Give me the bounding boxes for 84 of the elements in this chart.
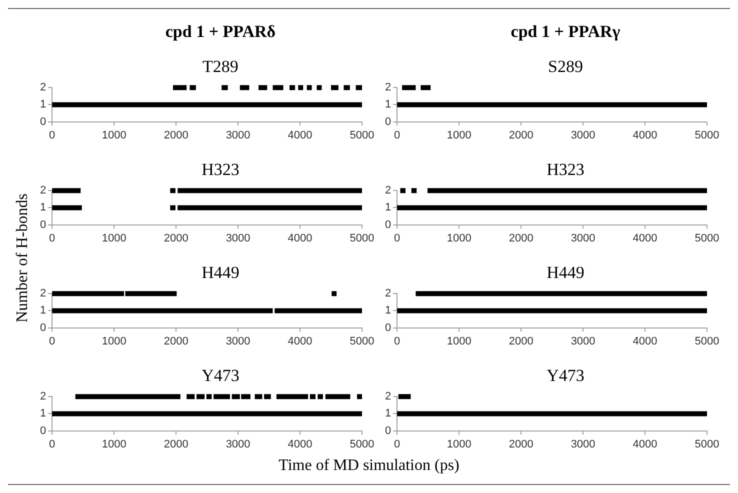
x-tick-label: 3000 bbox=[570, 129, 596, 142]
y-tick-label: 0 bbox=[384, 322, 392, 334]
y-tick-label: 1 bbox=[40, 304, 46, 317]
y-tick-label: 2 bbox=[384, 390, 392, 403]
x-tick-label: 0 bbox=[394, 129, 400, 142]
x-tick-label: 5000 bbox=[694, 129, 720, 142]
y-tick-label: 1 bbox=[384, 304, 392, 317]
y-tick-label: 1 bbox=[384, 98, 392, 111]
x-tick-label: 2000 bbox=[508, 129, 534, 142]
y-tick-label: 1 bbox=[40, 202, 46, 214]
x-tick-label: 0 bbox=[49, 232, 56, 244]
x-tick-label: 4000 bbox=[288, 232, 312, 244]
x-tick-label: 4000 bbox=[632, 129, 658, 142]
x-tick-label: 0 bbox=[49, 438, 56, 450]
y-tick-label: 1 bbox=[384, 408, 392, 420]
x-tick-label: 2000 bbox=[508, 438, 534, 450]
y-tick-label: 0 bbox=[40, 116, 46, 128]
y-tick-label: 0 bbox=[384, 424, 392, 437]
x-tick-label: 0 bbox=[49, 129, 56, 142]
x-tick-label: 4000 bbox=[632, 335, 658, 348]
x-tick-label: 0 bbox=[49, 335, 56, 348]
chart-title: H323 bbox=[200, 159, 240, 181]
x-tick-label: 3000 bbox=[226, 438, 250, 450]
chart-title: H449 bbox=[546, 262, 586, 284]
x-tick-label: 3000 bbox=[226, 232, 250, 244]
x-tick-label: 4000 bbox=[288, 438, 312, 450]
y-tick-label: 2 bbox=[40, 390, 46, 403]
x-tick-label: 4000 bbox=[288, 129, 312, 142]
x-tick-label: 5000 bbox=[694, 438, 720, 450]
y-tick-label: 0 bbox=[40, 424, 46, 437]
y-tick-label: 0 bbox=[40, 218, 46, 231]
chart-title: Y473 bbox=[546, 365, 586, 387]
x-tick-label: 5000 bbox=[350, 335, 374, 348]
chart-title: H449 bbox=[200, 262, 240, 284]
y-tick-label: 1 bbox=[40, 98, 46, 111]
x-tick-label: 1000 bbox=[446, 129, 472, 142]
y-tick-label: 0 bbox=[40, 322, 46, 334]
x-tick-label: 5000 bbox=[694, 335, 720, 348]
y-tick-label: 2 bbox=[40, 82, 46, 94]
x-axis-title: Time of MD simulation (ps) bbox=[278, 457, 460, 475]
x-tick-label: 3000 bbox=[226, 335, 250, 348]
x-tick-label: 4000 bbox=[632, 232, 658, 244]
chart-title: cpd 1 + PPARδ bbox=[164, 21, 277, 43]
x-tick-label: 1000 bbox=[446, 232, 472, 244]
x-tick-label: 4000 bbox=[632, 438, 658, 450]
x-tick-label: 1000 bbox=[446, 438, 472, 450]
y-tick-label: 0 bbox=[384, 116, 392, 128]
y-tick-label: 1 bbox=[384, 202, 392, 214]
x-tick-label: 5000 bbox=[350, 232, 374, 244]
x-tick-label: 2000 bbox=[508, 335, 534, 348]
x-tick-label: 2000 bbox=[164, 129, 188, 142]
x-tick-label: 0 bbox=[394, 232, 400, 244]
x-tick-label: 5000 bbox=[694, 232, 720, 244]
x-tick-label: 1000 bbox=[102, 232, 126, 244]
x-tick-label: 2000 bbox=[164, 438, 188, 450]
x-tick-label: 1000 bbox=[102, 129, 126, 142]
y-tick-label: 1 bbox=[40, 408, 46, 420]
x-tick-label: 4000 bbox=[288, 335, 312, 348]
chart-subtitle: T289 bbox=[202, 56, 240, 78]
x-tick-label: 1000 bbox=[102, 438, 126, 450]
x-tick-label: 2000 bbox=[508, 232, 534, 244]
x-tick-label: 1000 bbox=[446, 335, 472, 348]
chart-title: cpd 1 + PPARγ bbox=[510, 21, 622, 43]
x-tick-label: 5000 bbox=[350, 438, 374, 450]
y-tick-label: 0 bbox=[384, 218, 392, 231]
y-axis-title: Number of H-bonds bbox=[14, 192, 32, 324]
y-tick-label: 2 bbox=[40, 288, 46, 300]
x-tick-label: 3000 bbox=[570, 232, 596, 244]
x-tick-label: 2000 bbox=[164, 335, 188, 348]
y-tick-label: 2 bbox=[384, 288, 392, 300]
x-tick-label: 1000 bbox=[102, 335, 126, 348]
chart-title: Y473 bbox=[200, 365, 240, 387]
chart-title: H323 bbox=[546, 159, 586, 181]
x-tick-label: 3000 bbox=[570, 438, 596, 450]
x-tick-label: 2000 bbox=[164, 232, 188, 244]
y-tick-label: 2 bbox=[384, 184, 392, 197]
x-tick-label: 0 bbox=[394, 335, 400, 348]
y-tick-label: 2 bbox=[40, 184, 46, 197]
x-tick-label: 0 bbox=[394, 438, 400, 450]
chart-subtitle: S289 bbox=[547, 56, 584, 78]
y-tick-label: 2 bbox=[384, 82, 392, 94]
x-tick-label: 3000 bbox=[226, 129, 250, 142]
x-tick-label: 5000 bbox=[350, 129, 374, 142]
x-tick-label: 3000 bbox=[570, 335, 596, 348]
